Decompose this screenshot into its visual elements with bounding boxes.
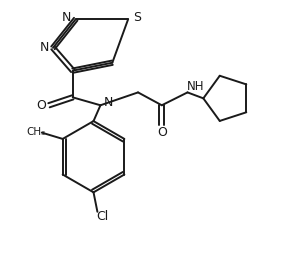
Text: NH: NH [187, 80, 204, 93]
Text: O: O [36, 99, 46, 112]
Text: Cl: Cl [96, 210, 108, 223]
Text: N: N [39, 41, 49, 54]
Text: N: N [104, 96, 113, 109]
Text: O: O [157, 126, 167, 139]
Text: S: S [133, 11, 141, 24]
Text: CH₃: CH₃ [26, 127, 45, 137]
Text: N: N [62, 11, 72, 24]
